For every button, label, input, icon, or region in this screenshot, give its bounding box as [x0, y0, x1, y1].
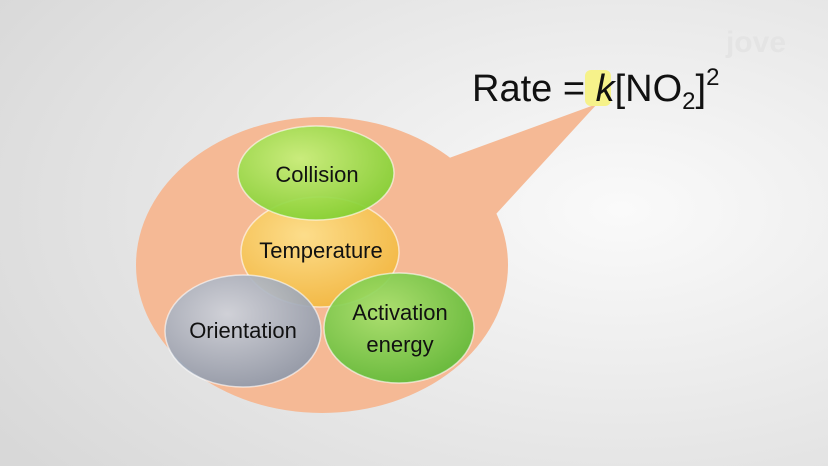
node-label: Orientation: [189, 318, 297, 343]
rate-constant: k: [596, 68, 617, 110]
equation-prefix: Rate =: [472, 68, 596, 110]
exponent: 2: [706, 64, 719, 91]
equation-close: ]: [696, 68, 707, 110]
node-label: Temperature: [259, 238, 383, 263]
node-label: energy: [366, 332, 433, 357]
subscript: 2: [682, 88, 695, 115]
orientation-node: [164, 274, 322, 388]
equation-open: [NO: [615, 68, 683, 110]
node-label: Activation: [352, 300, 447, 325]
logo: jove: [725, 26, 786, 59]
highlight: [585, 70, 611, 106]
node-label: Collision: [275, 162, 358, 187]
equation: Rate = k[NO2]2: [472, 64, 719, 115]
activation-node: [323, 272, 475, 384]
collision-node: [237, 125, 395, 221]
